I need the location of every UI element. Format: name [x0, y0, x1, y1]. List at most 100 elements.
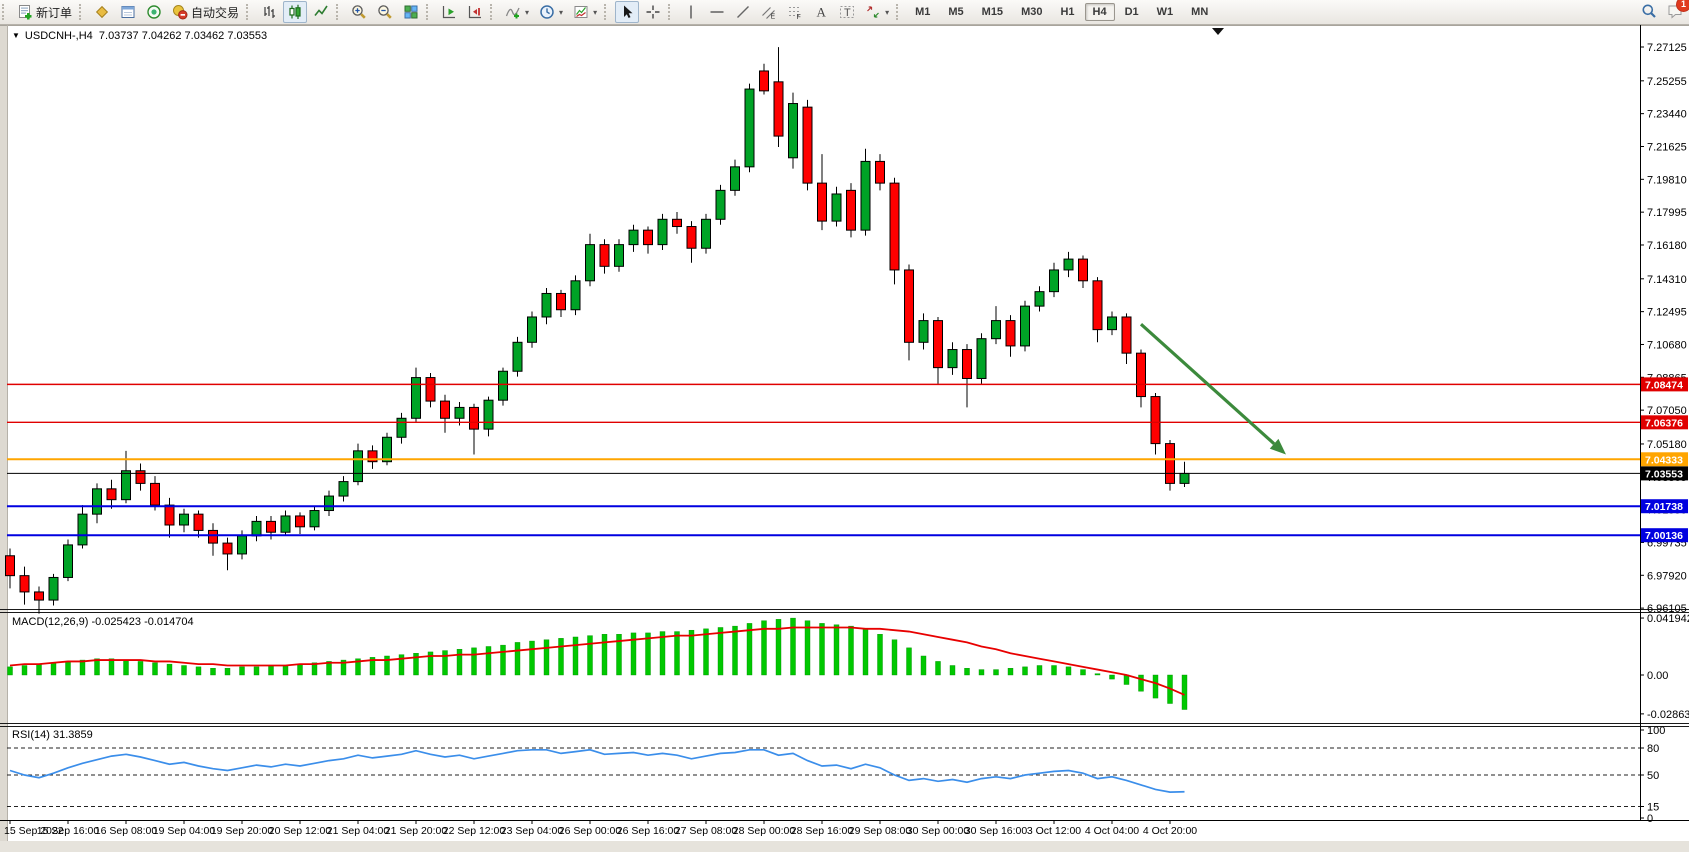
- timeframe-m1-button[interactable]: M1: [915, 6, 931, 18]
- macd-histogram-bar: [36, 663, 42, 676]
- candle-body: [541, 292, 552, 318]
- new-order-label: 新订单: [36, 5, 73, 20]
- trend-arrow-head[interactable]: [1269, 438, 1286, 455]
- timeframe-m15-button[interactable]: M15: [981, 6, 1004, 18]
- bar-chart-button[interactable]: [257, 1, 281, 23]
- time-tick-label: 19 Sep 04:00: [153, 825, 216, 837]
- candle-body: [744, 88, 755, 168]
- macd-histogram-bar: [1065, 666, 1072, 676]
- line-chart-button[interactable]: [309, 1, 333, 23]
- collapse-triangle-icon[interactable]: ▼: [12, 31, 20, 40]
- candle-body: [295, 515, 305, 528]
- macd-histogram-bar: [1181, 674, 1188, 710]
- time-tick-label: 16 Sep 08:00: [95, 825, 158, 837]
- candle-body: [5, 555, 15, 577]
- new-order-icon: [17, 4, 33, 20]
- time-tick-label: 3 Oct 12:00: [1027, 825, 1081, 837]
- time-tick-label: 27 Sep 08:00: [675, 825, 738, 837]
- tile-windows-button[interactable]: [399, 1, 423, 23]
- macd-histogram-bar: [949, 665, 956, 676]
- candle-body: [324, 495, 334, 512]
- candle-body: [1179, 472, 1190, 484]
- data-window-icon: [120, 4, 136, 20]
- text-button[interactable]: A: [809, 1, 833, 23]
- candle-body: [367, 450, 378, 463]
- macd-histogram-bar: [543, 639, 550, 676]
- navigator-button[interactable]: [142, 1, 166, 23]
- price-tick-label: 7.12495: [1647, 307, 1687, 319]
- arrows-button[interactable]: ▾: [861, 1, 893, 23]
- trend-arrow-line[interactable]: [1139, 323, 1276, 445]
- price-tick-label: 6.97920: [1647, 570, 1687, 582]
- horizontal-line-button[interactable]: [705, 1, 729, 23]
- fibonacci-icon: F: [787, 4, 803, 20]
- vertical-line-button[interactable]: [679, 1, 703, 23]
- crosshair-button[interactable]: [641, 1, 665, 23]
- candle-body: [1092, 280, 1103, 331]
- candle-body: [179, 513, 189, 526]
- chart-shift-marker[interactable]: [1212, 28, 1224, 35]
- candle-body: [164, 504, 175, 526]
- text-label-icon: T: [839, 4, 855, 20]
- zoom-in-button[interactable]: [347, 1, 371, 23]
- candle-body: [280, 515, 291, 533]
- autotrading-button[interactable]: 自动交易: [168, 1, 243, 23]
- macd-histogram-bar: [1094, 673, 1101, 676]
- cursor-button[interactable]: [615, 1, 640, 23]
- chart-plot-area[interactable]: [7, 25, 1640, 608]
- price-tag: [1641, 377, 1688, 392]
- search-button[interactable]: [1641, 3, 1657, 22]
- macd-histogram-bar: [152, 662, 158, 676]
- periods-button[interactable]: ▾: [535, 1, 567, 23]
- data-window-button[interactable]: [116, 1, 140, 23]
- rsi-tick-label: 15: [1647, 802, 1659, 814]
- candle-body: [1020, 305, 1030, 347]
- market-watch-button[interactable]: [90, 1, 114, 23]
- zoom-out-button[interactable]: [373, 1, 397, 23]
- price-tick-label: 7.19810: [1647, 174, 1687, 186]
- trendline-button[interactable]: [731, 1, 755, 23]
- templates-button[interactable]: ▾: [569, 1, 601, 23]
- macd-histogram-bar: [442, 650, 448, 676]
- fibonacci-button[interactable]: F: [783, 1, 807, 23]
- price-tag-label: 7.06376: [1645, 417, 1683, 429]
- timeframe-m5-button[interactable]: M5: [948, 6, 964, 18]
- price-tag: [1641, 466, 1688, 481]
- text-label-button[interactable]: T: [835, 1, 859, 23]
- macd-histogram-bar: [703, 628, 709, 676]
- timeframe-h1-button[interactable]: H1: [1060, 6, 1075, 18]
- candle-body: [353, 450, 363, 483]
- candle-body: [643, 229, 653, 246]
- macd-histogram-bar: [1138, 674, 1144, 692]
- candlestick-chart-button[interactable]: [283, 1, 308, 23]
- equidistant-channel-button[interactable]: E: [757, 1, 781, 23]
- auto-scroll-button[interactable]: [437, 1, 461, 23]
- macd-histogram-bar: [355, 658, 361, 676]
- indicators-button[interactable]: ▾: [501, 1, 533, 23]
- rsi-indicator-label: RSI(14) 31.3859: [12, 729, 93, 741]
- candle-body: [701, 218, 711, 249]
- candle-body: [63, 544, 73, 578]
- timeframe-mn-button[interactable]: MN: [1191, 6, 1209, 18]
- timeframe-h4-button[interactable]: H4: [1084, 3, 1115, 21]
- hline-icon: [709, 4, 725, 20]
- macd-histogram-bar: [616, 634, 622, 676]
- macd-histogram-bar: [297, 663, 303, 676]
- macd-histogram-bar: [645, 632, 651, 676]
- macd-histogram-bar: [688, 629, 695, 676]
- timeframe-m30-button[interactable]: M30: [1021, 6, 1043, 18]
- price-tag-label: 7.04333: [1645, 454, 1683, 466]
- new-order-button[interactable]: 新订单: [13, 1, 76, 23]
- macd-histogram-bar: [137, 661, 144, 676]
- chart-shift-button[interactable]: [463, 1, 487, 23]
- timeframe-d1-button[interactable]: D1: [1124, 6, 1139, 18]
- price-tick-label: 7.05180: [1647, 439, 1687, 451]
- timeframe-w1-button[interactable]: W1: [1156, 6, 1174, 18]
- notifications-button[interactable]: 1: [1667, 0, 1689, 22]
- candle-body: [1136, 352, 1146, 398]
- chevron-down-icon: ▾: [885, 7, 890, 17]
- candle-body: [759, 70, 769, 92]
- macd-histogram-bar: [891, 639, 898, 676]
- trendline-icon: [735, 4, 751, 20]
